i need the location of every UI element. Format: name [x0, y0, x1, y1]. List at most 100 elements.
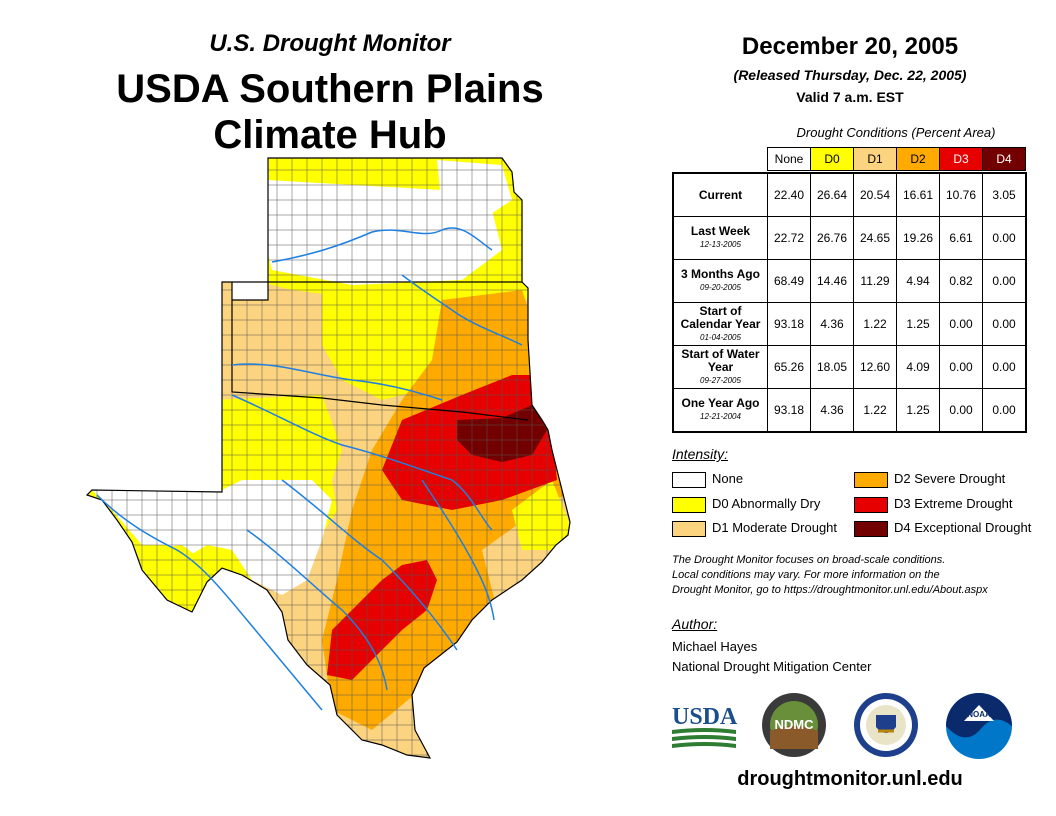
legend-swatch	[672, 472, 706, 488]
column-header-d3: D3	[939, 147, 983, 171]
table-cell-d2: 16.61	[896, 172, 940, 217]
state-borders	[86, 157, 571, 759]
usda-logo-text: USDA	[672, 704, 738, 730]
river-rio-grande	[96, 494, 323, 711]
row-label: Start of Calendar Year 01-04-2005	[672, 302, 768, 346]
row-label-text: 3 Months Ago	[681, 267, 760, 281]
table-cell-d3: 6.61	[939, 216, 983, 260]
table-row: Last Week 12-13-2005 22.72 26.76 24.65 19.26 6…	[672, 216, 1027, 260]
table-cell-none: 22.72	[767, 216, 811, 260]
row-date: 12-13-2005	[700, 240, 741, 249]
table-cell-d4: 0.00	[982, 345, 1027, 389]
table-cell-d1: 24.65	[853, 216, 897, 260]
table-cell-d0: 26.64	[810, 172, 854, 217]
table-cell-d4: 0.00	[982, 259, 1027, 303]
zone-none-kansas-ne	[437, 160, 512, 220]
row-label-text: One Year Ago	[681, 396, 760, 410]
note-line-2: Local conditions may vary. For more info…	[672, 569, 940, 581]
table-cell-none: 65.26	[767, 345, 811, 389]
table-cell-d0: 4.36	[810, 388, 854, 433]
ndmc-logo: NDMC	[762, 693, 826, 757]
drought-map	[86, 157, 571, 759]
legend-label: D3 Extreme Drought	[894, 496, 1013, 511]
subtitle: U.S. Drought Monitor	[209, 30, 451, 57]
table-cell-d2: 1.25	[896, 388, 940, 433]
legend-swatch	[854, 497, 888, 513]
column-header-none: None	[767, 147, 811, 171]
zone-d0-big-bend	[142, 545, 212, 620]
table-cell-d2: 4.94	[896, 259, 940, 303]
legend-label: D2 Severe Drought	[894, 471, 1006, 486]
river-brazos	[281, 479, 458, 651]
table-cell-d4: 3.05	[982, 172, 1027, 217]
table-caption: Drought Conditions (Percent Area)	[796, 125, 996, 140]
zone-none-west-texas	[92, 480, 332, 595]
river-red	[231, 394, 493, 531]
row-label-text: Last Week	[690, 224, 751, 238]
report-date: December 20, 2005	[741, 33, 959, 60]
table-row: Start of Calendar Year 01-04-2005 93.18 4.3…	[672, 302, 1027, 346]
table-cell-d2: 4.09	[896, 345, 940, 389]
column-header-d1: D1	[853, 147, 897, 171]
row-label: Start of Water Year 09-27-2005	[672, 345, 768, 389]
row-label-text: Start of Water Year	[681, 346, 760, 374]
ndmc-logo-text: NDMC	[775, 717, 815, 732]
author-heading: Author:	[672, 616, 718, 632]
table-cell-d1: 1.22	[853, 302, 897, 346]
table-cell-d3: 0.00	[939, 388, 983, 433]
table-row: One Year Ago 12-21-2004 93.18 4.36 1.22 1.25 0…	[672, 388, 1027, 433]
legend-swatch	[854, 472, 888, 488]
table-row: Current 22.40 26.64 20.54 16.61 10.76 3.05	[672, 172, 1027, 217]
note-line-1: The Drought Monitor focuses on broad-sca…	[672, 554, 946, 566]
author-block: Michael Hayes National Drought Mitigatio…	[672, 637, 871, 677]
title-line-1: USDA Southern Plains	[116, 67, 544, 111]
usda-logo: USDA	[672, 704, 738, 748]
river-trinity	[421, 479, 495, 621]
table-row: Start of Water Year 09-27-2005 65.26 18.05 1…	[672, 345, 1027, 389]
row-label: 3 Months Ago 09-20-2005	[672, 259, 768, 303]
legend-label: D1 Moderate Drought	[712, 520, 838, 535]
oklahoma-texas-border	[231, 300, 529, 421]
table-cell-d3: 0.00	[939, 345, 983, 389]
legend-swatch	[672, 497, 706, 513]
noaa-logo: NOAA	[946, 693, 1012, 759]
row-label: Last Week 12-13-2005	[672, 216, 768, 260]
table-cell-d1: 1.22	[853, 388, 897, 433]
legend-swatch	[854, 521, 888, 537]
release-date: (Released Thursday, Dec. 22, 2005)	[733, 67, 967, 83]
valid-time: Valid 7 a.m. EST	[796, 89, 904, 105]
table-cell-d2: 19.26	[896, 216, 940, 260]
legend-label: D0 Abnormally Dry	[712, 496, 821, 511]
row-date: 09-27-2005	[700, 375, 741, 385]
author-name: Michael Hayes	[672, 639, 758, 654]
table-cell-none: 22.40	[767, 172, 811, 217]
river-canadian	[231, 363, 443, 401]
legend-label: None	[712, 471, 744, 486]
table-cell-d0: 4.36	[810, 302, 854, 346]
table-cell-d0: 18.05	[810, 345, 854, 389]
row-date: 09-20-2005	[700, 283, 741, 292]
river-kansas	[271, 227, 493, 263]
table-cell-d0: 14.46	[810, 259, 854, 303]
row-label-text: Current	[698, 187, 743, 202]
note-line-3: Drought Monitor, go to https://droughtmo…	[672, 584, 988, 596]
legend-label: D4 Exceptional Drought	[894, 520, 1032, 535]
column-header-table: None D0 D1 D2 D3 D4	[767, 147, 1026, 171]
footer-url[interactable]: droughtmonitor.unl.edu	[737, 768, 963, 790]
row-label: One Year Ago 12-21-2004	[672, 388, 768, 433]
legend-heading: Intensity:	[672, 446, 729, 462]
column-header-d0: D0	[810, 147, 854, 171]
row-date: 01-04-2005	[700, 332, 741, 342]
drought-conditions-table: Current 22.40 26.64 20.54 16.61 10.76 3.05 Last…	[672, 172, 1027, 433]
table-cell-d4: 0.00	[982, 388, 1027, 433]
column-header-d2: D2	[896, 147, 940, 171]
table-cell-d3: 0.00	[939, 302, 983, 346]
table-cell-d1: 11.29	[853, 259, 897, 303]
legend-swatch	[672, 521, 706, 537]
table-cell-none: 93.18	[767, 302, 811, 346]
row-label-text: Start of Calendar Year	[680, 303, 761, 331]
commerce-seal	[854, 693, 918, 757]
table-cell-d3: 10.76	[939, 172, 983, 217]
table-cell-d1: 20.54	[853, 172, 897, 217]
page-title: USDA Southern Plains Climate Hub	[60, 66, 600, 158]
